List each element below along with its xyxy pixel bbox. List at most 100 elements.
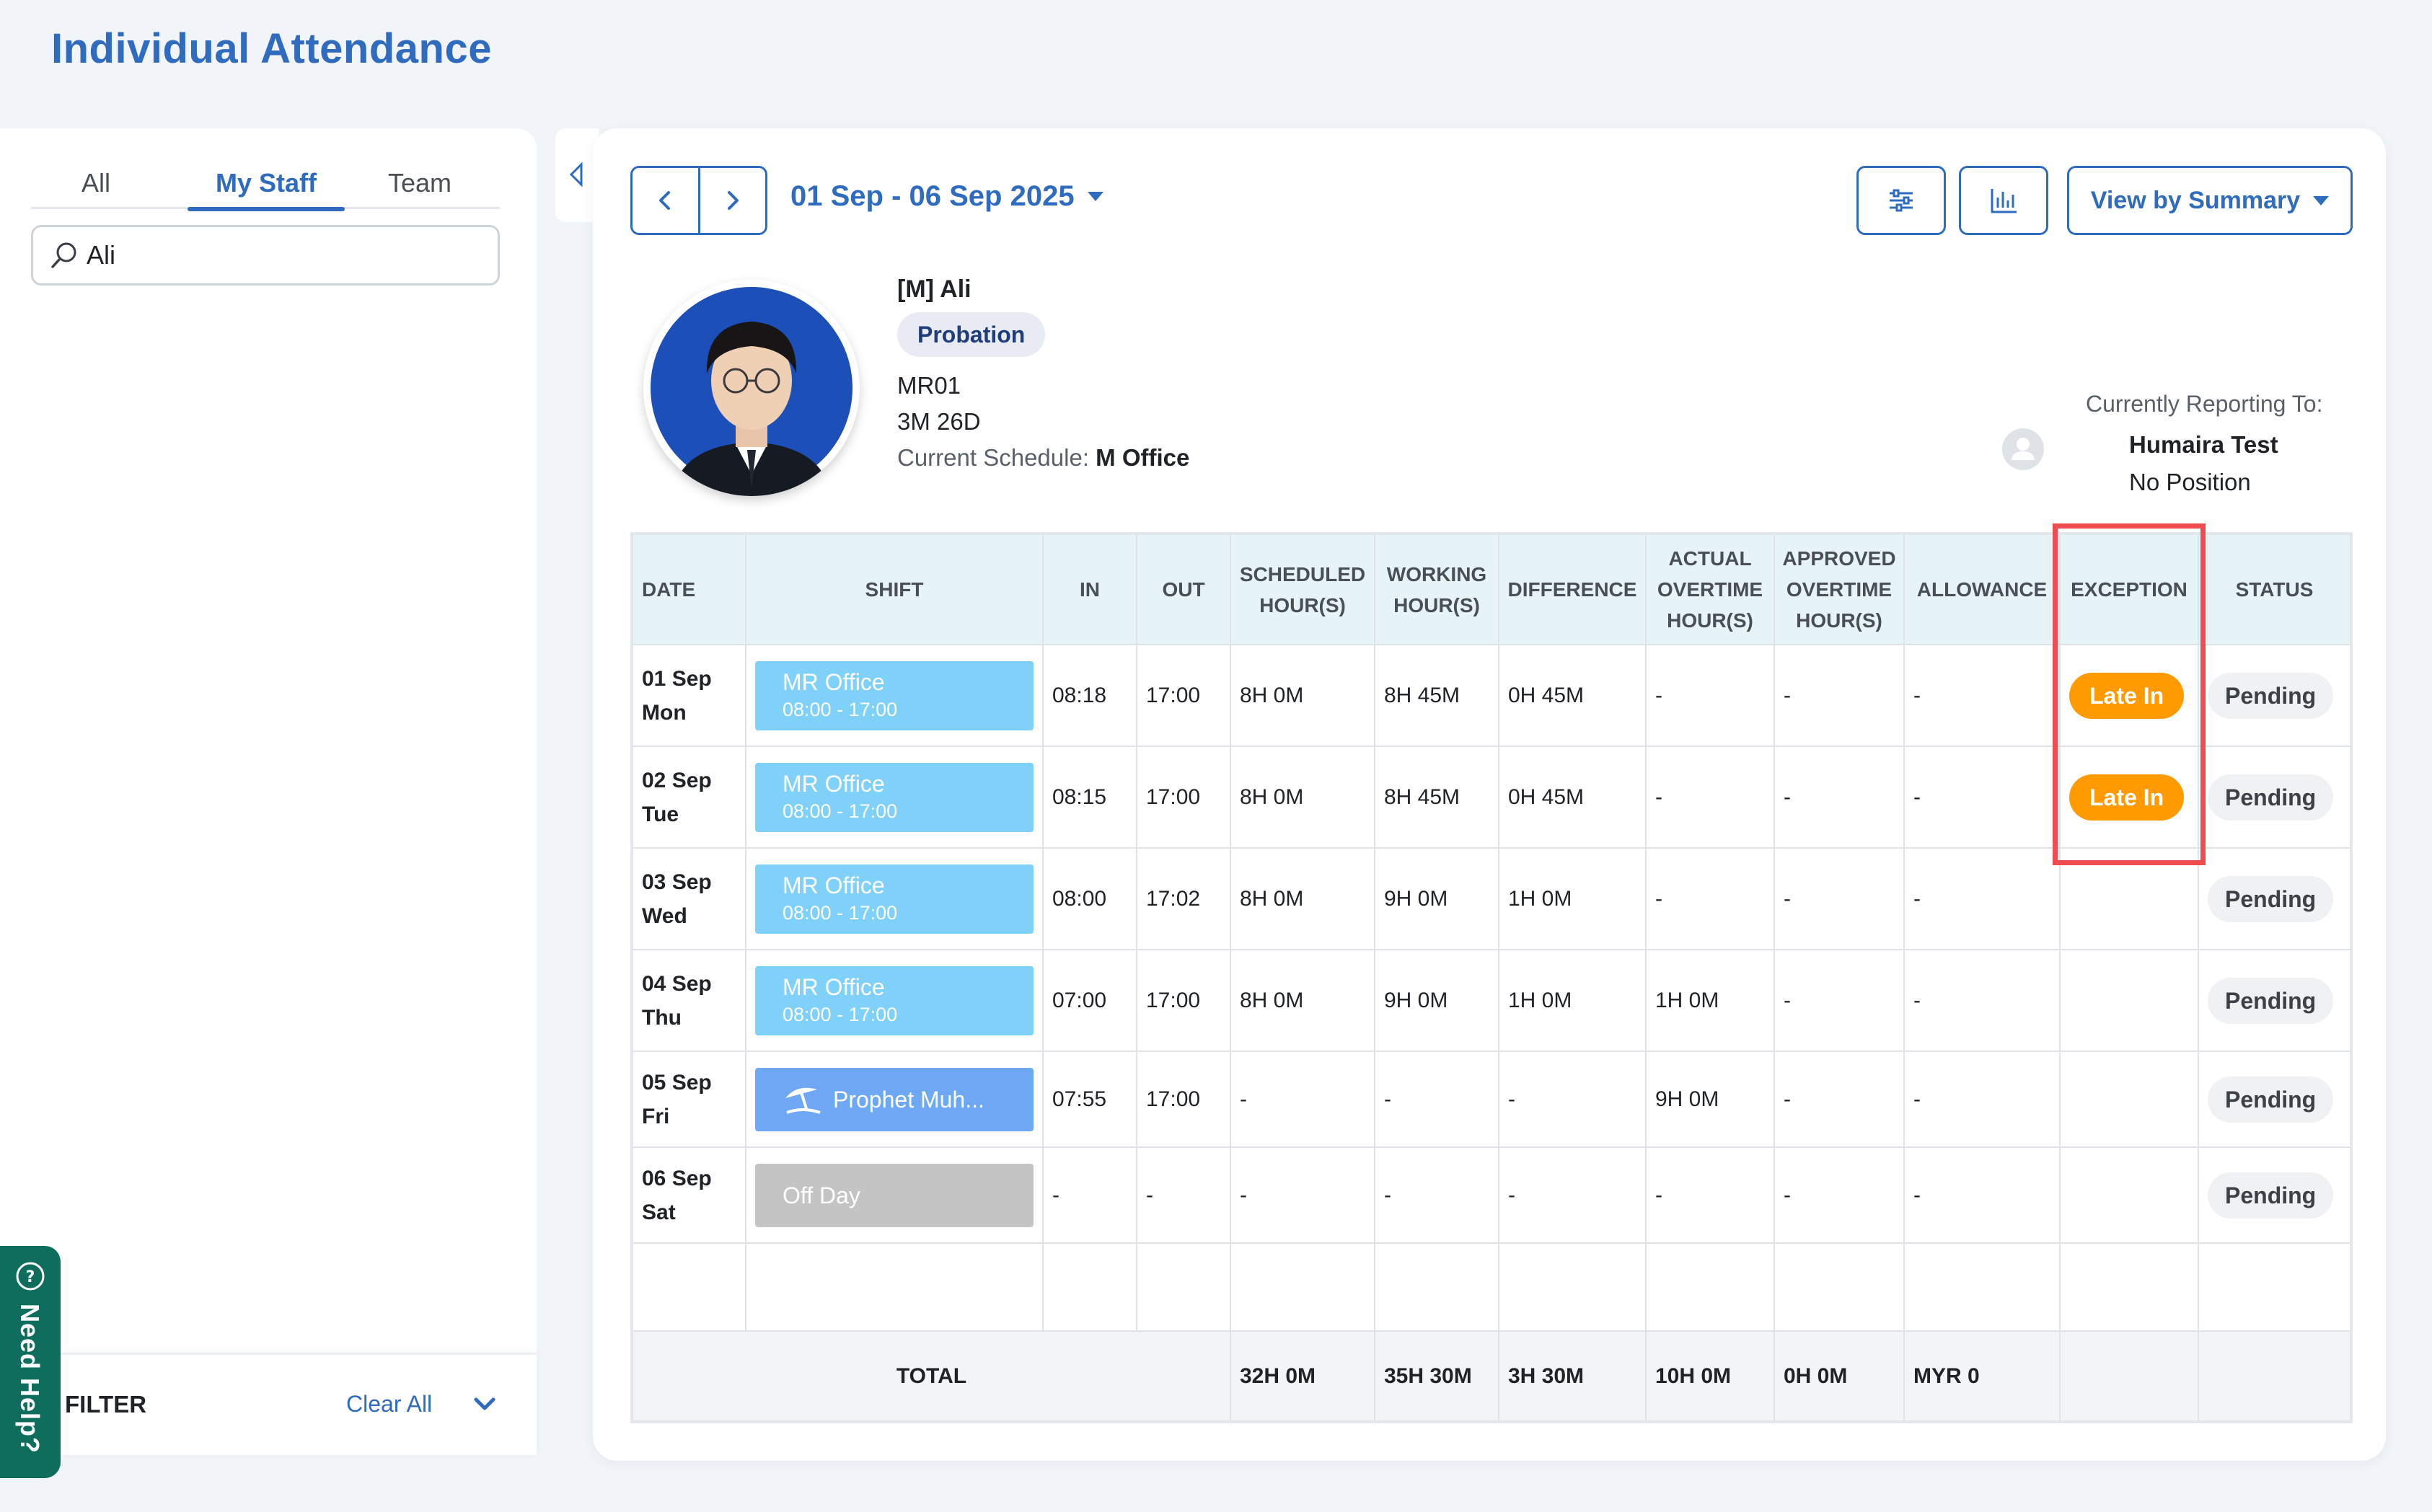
date-range-label: 01 Sep - 06 Sep 2025 — [790, 180, 1075, 212]
col-out: OUT — [1137, 534, 1231, 645]
employee-code: MR01 — [897, 372, 961, 399]
tab-my-staff[interactable]: My Staff — [188, 157, 345, 211]
chart-view-button[interactable] — [1959, 166, 2048, 235]
shift-cell: MR Office 08:00 - 17:00 — [746, 847, 1044, 950]
shift-time: 08:00 - 17:00 — [783, 1003, 898, 1025]
off-day-block[interactable]: Off Day — [755, 1163, 1034, 1227]
in-cell: 08:15 — [1043, 746, 1137, 848]
status-badge[interactable]: Pending — [2208, 672, 2334, 719]
employee-tenure: 3M 26D — [897, 408, 981, 435]
date-cell: 02 Sep Tue — [632, 746, 746, 848]
status-badge[interactable]: Pending — [2208, 1076, 2334, 1123]
shift-time: 08:00 - 17:00 — [783, 698, 898, 720]
total-row: TOTAL 32H 0M 35H 30M 3H 30M 10H 0M 0H 0M… — [632, 1330, 2352, 1422]
out-cell: 17:00 — [1137, 949, 1231, 1051]
shift-cell: Prophet Muh... — [746, 1051, 1044, 1147]
staff-search[interactable] — [31, 225, 500, 286]
tab-team[interactable]: Team — [387, 168, 452, 198]
filter-bar: FILTER Clear All — [43, 1353, 537, 1455]
shift-block[interactable]: MR Office 08:00 - 17:00 — [755, 762, 1034, 832]
actual-ot-cell: - — [1646, 746, 1775, 848]
status-cell: Pending — [2198, 1146, 2352, 1243]
in-cell: 07:55 — [1043, 1051, 1137, 1147]
status-badge[interactable]: Pending — [2208, 977, 2334, 1024]
tab-all[interactable]: All — [81, 168, 110, 198]
approved-ot-cell: - — [1774, 644, 1905, 746]
difference-cell: - — [1499, 1146, 1647, 1243]
working-cell: - — [1375, 1051, 1499, 1147]
exception-cell — [2060, 847, 2199, 950]
actual-ot-cell: - — [1646, 644, 1775, 746]
total-allowance: MYR 0 — [1904, 1330, 2061, 1422]
status-badge[interactable]: Pending — [2208, 1172, 2334, 1219]
in-cell: - — [1043, 1146, 1137, 1243]
exception-cell: Late In — [2060, 746, 2199, 848]
search-input[interactable] — [87, 240, 490, 270]
col-shift: SHIFT — [746, 534, 1044, 645]
prev-period-button[interactable] — [633, 168, 698, 233]
reporting-label: Currently Reporting To: — [2086, 391, 2323, 417]
bar-chart-icon — [1991, 189, 2017, 213]
working-cell: - — [1375, 1146, 1499, 1243]
out-cell: 17:00 — [1137, 746, 1231, 848]
chevron-left-icon — [659, 191, 671, 210]
manager-avatar — [2002, 428, 2044, 470]
table-row[interactable]: 01 Sep Mon MR Office 08:00 - 17:00 08:18 1… — [632, 644, 2352, 746]
working-cell: 8H 45M — [1375, 746, 1499, 848]
staff-tabs: All My Staff Team — [31, 157, 500, 211]
difference-cell: 0H 45M — [1499, 644, 1647, 746]
shift-block[interactable]: MR Office 08:00 - 17:00 — [755, 864, 1034, 934]
view-by-label: View by Summary — [2090, 186, 2301, 214]
col-date: DATE — [632, 534, 746, 645]
date-cell: 06 Sep Sat — [632, 1146, 746, 1243]
shift-block[interactable]: MR Office 08:00 - 17:00 — [755, 660, 1034, 730]
late-in-badge[interactable]: Late In — [2069, 672, 2185, 719]
table-row[interactable]: 06 Sep Sat Off Day - - - - - - - - Pendin… — [632, 1146, 2352, 1243]
total-scheduled: 32H 0M — [1230, 1330, 1375, 1422]
difference-cell: 1H 0M — [1499, 847, 1647, 950]
view-by-dropdown[interactable]: View by Summary — [2067, 166, 2353, 235]
status-badge[interactable]: Pending — [2208, 875, 2334, 922]
in-cell: 08:18 — [1043, 644, 1137, 746]
status-badge: Probation — [897, 312, 1046, 357]
table-row[interactable]: 02 Sep Tue MR Office 08:00 - 17:00 08:15 1… — [632, 746, 2352, 848]
difference-cell: 1H 0M — [1499, 949, 1647, 1051]
col-working: WORKING HOUR(S) — [1375, 534, 1499, 645]
next-period-button[interactable] — [697, 168, 766, 233]
total-difference: 3H 30M — [1499, 1330, 1647, 1422]
beach-umbrella-icon — [785, 1087, 821, 1114]
clear-all-link[interactable]: Clear All — [346, 1391, 433, 1417]
date-range-picker[interactable]: 01 Sep - 06 Sep 2025 — [790, 180, 1103, 213]
late-in-badge[interactable]: Late In — [2069, 774, 2185, 821]
table-row[interactable]: 04 Sep Thu MR Office 08:00 - 17:00 07:00 1… — [632, 949, 2352, 1051]
shift-time: 08:00 - 17:00 — [783, 901, 898, 924]
search-icon — [51, 242, 76, 268]
manager-name: Humaira Test — [2129, 431, 2278, 458]
sliders-icon — [1890, 189, 1913, 212]
col-approved-ot: APPROVED OVERTIME HOUR(S) — [1774, 534, 1905, 645]
scheduled-cell: 8H 0M — [1230, 847, 1375, 950]
difference-cell: 0H 45M — [1499, 746, 1647, 848]
table-row[interactable]: 03 Sep Wed MR Office 08:00 - 17:00 08:00 1… — [632, 847, 2352, 950]
out-cell: 17:02 — [1137, 847, 1231, 950]
question-icon: ? — [16, 1262, 45, 1291]
working-cell: 9H 0M — [1375, 949, 1499, 1051]
allowance-cell: - — [1904, 949, 2061, 1051]
in-cell: 07:00 — [1043, 949, 1137, 1051]
filter-settings-button[interactable] — [1856, 166, 1946, 235]
collapse-panel-button[interactable] — [555, 128, 599, 222]
page-title: Individual Attendance — [51, 25, 492, 72]
table-row[interactable]: 05 Sep Fri Prophet Muh... 07:55 17:00 - - — [632, 1051, 2352, 1147]
chevron-down-icon[interactable] — [469, 1388, 501, 1420]
date-cell: 01 Sep Mon — [632, 644, 746, 746]
status-cell: Pending — [2198, 949, 2352, 1051]
working-cell: 8H 45M — [1375, 644, 1499, 746]
table-header-row: DATE SHIFT IN OUT SCHEDULED HOUR(S) WORKI… — [632, 534, 2352, 645]
scheduled-cell: - — [1230, 1146, 1375, 1243]
status-badge[interactable]: Pending — [2208, 774, 2334, 821]
exception-cell — [2060, 1146, 2199, 1243]
need-help-button[interactable]: ? Need Help? — [0, 1246, 61, 1478]
holiday-block[interactable]: Prophet Muh... — [755, 1067, 1034, 1131]
shift-block[interactable]: MR Office 08:00 - 17:00 — [755, 965, 1034, 1035]
scheduled-cell: - — [1230, 1051, 1375, 1147]
